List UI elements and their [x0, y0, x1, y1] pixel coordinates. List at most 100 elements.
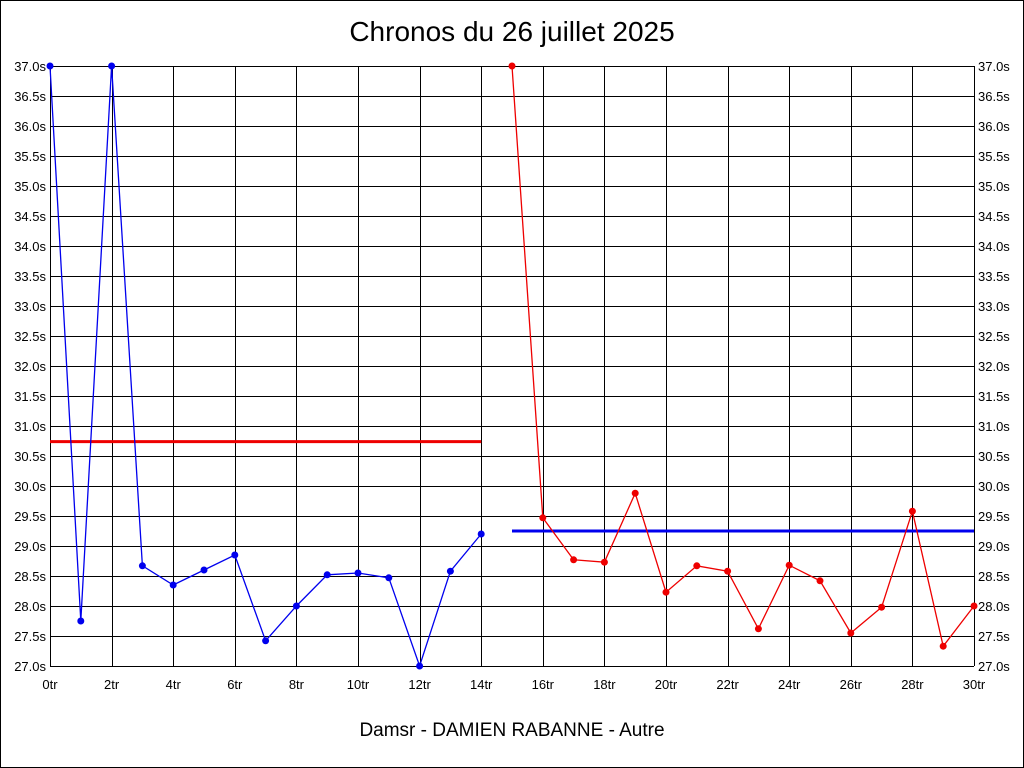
y-tick-label-left: 35.0s: [14, 179, 46, 194]
data-point: [939, 642, 947, 650]
y-tick-label-left: 34.5s: [14, 209, 46, 224]
y-tick-label-right: 32.0s: [978, 359, 1010, 374]
y-tick-label-right: 28.0s: [978, 599, 1010, 614]
x-tick-label: 2tr: [104, 677, 120, 692]
y-tick-label-right: 28.5s: [978, 569, 1010, 584]
y-tick-label-left: 31.5s: [14, 389, 46, 404]
y-tick-label-left: 32.5s: [14, 329, 46, 344]
data-point: [77, 617, 85, 625]
average-lines: [50, 440, 974, 533]
x-tick-label: 30tr: [963, 677, 986, 692]
y-tick-label-right: 34.5s: [978, 209, 1010, 224]
y-tick-label-left: 27.5s: [14, 629, 46, 644]
data-point: [416, 662, 424, 670]
data-point: [693, 562, 701, 570]
data-point: [46, 62, 54, 70]
x-tick-label: 22tr: [716, 677, 739, 692]
data-point: [878, 603, 886, 611]
data-point: [385, 574, 393, 582]
y-tick-label-right: 27.5s: [978, 629, 1010, 644]
y-tick-label-left: 34.0s: [14, 239, 46, 254]
y-axis-left: 27.0s 27.5s 28.0s 28.5s 29.0s 29.5s 30.0s 30.5s…: [14, 59, 46, 674]
grid-lines: [50, 66, 975, 667]
y-tick-label-left: 30.0s: [14, 479, 46, 494]
x-tick-label: 20tr: [655, 677, 678, 692]
data-point: [785, 561, 793, 569]
y-tick-label-right: 31.5s: [978, 389, 1010, 404]
data-point: [816, 577, 824, 585]
data-point: [323, 571, 331, 579]
y-tick-label-left: 36.5s: [14, 89, 46, 104]
y-tick-label-left: 28.5s: [14, 569, 46, 584]
y-tick-label-right: 36.0s: [978, 119, 1010, 134]
data-point: [539, 514, 547, 522]
y-tick-label-right: 34.0s: [978, 239, 1010, 254]
x-tick-label: 14tr: [470, 677, 493, 692]
data-point: [354, 569, 362, 577]
series-line: [511, 65, 975, 648]
y-tick-label-left: 29.0s: [14, 539, 46, 554]
data-point: [570, 556, 578, 564]
data-point: [138, 562, 146, 570]
y-tick-label-left: 30.5s: [14, 449, 46, 464]
data-point: [108, 62, 116, 70]
data-point: [200, 566, 208, 574]
data-point: [169, 581, 177, 589]
data-point: [508, 62, 516, 70]
y-tick-label-right: 35.5s: [978, 149, 1010, 164]
x-tick-label: 16tr: [532, 677, 555, 692]
data-point: [662, 588, 670, 596]
y-tick-label-right: 35.0s: [978, 179, 1010, 194]
y-tick-label-left: 36.0s: [14, 119, 46, 134]
y-tick-label-right: 31.0s: [978, 419, 1010, 434]
x-tick-label: 0tr: [42, 677, 58, 692]
x-tick-label: 8tr: [289, 677, 305, 692]
y-axis-right: 27.0s 27.5s 28.0s 28.5s 29.0s 29.5s 30.0s 30.5s…: [978, 59, 1010, 674]
series-group: [46, 62, 978, 670]
y-tick-label-right: 32.5s: [978, 329, 1010, 344]
y-tick-label-right: 37.0s: [978, 59, 1010, 74]
data-point: [262, 637, 270, 645]
y-tick-label-left: 32.0s: [14, 359, 46, 374]
data-point: [908, 507, 916, 515]
y-tick-label-right: 30.0s: [978, 479, 1010, 494]
data-point: [970, 602, 978, 610]
data-point: [754, 625, 762, 633]
y-tick-label-right: 29.5s: [978, 509, 1010, 524]
y-tick-label-left: 28.0s: [14, 599, 46, 614]
y-tick-label-right: 33.5s: [978, 269, 1010, 284]
x-tick-label: 10tr: [347, 677, 370, 692]
data-point: [477, 530, 485, 538]
data-point: [292, 602, 300, 610]
data-point: [724, 567, 732, 575]
y-tick-label-left: 27.0s: [14, 659, 46, 674]
y-tick-label-left: 35.5s: [14, 149, 46, 164]
y-tick-label-left: 31.0s: [14, 419, 46, 434]
x-tick-label: 18tr: [593, 677, 616, 692]
x-tick-label: 6tr: [227, 677, 243, 692]
y-tick-label-right: 27.0s: [978, 659, 1010, 674]
x-tick-label: 4tr: [166, 677, 182, 692]
y-tick-label-left: 33.0s: [14, 299, 46, 314]
y-tick-label-right: 36.5s: [978, 89, 1010, 104]
y-tick-label-right: 30.5s: [978, 449, 1010, 464]
y-tick-label-left: 29.5s: [14, 509, 46, 524]
x-tick-label: 24tr: [778, 677, 801, 692]
data-point: [847, 629, 855, 637]
data-point: [446, 567, 454, 575]
x-tick-label: 26tr: [840, 677, 863, 692]
y-tick-label-right: 29.0s: [978, 539, 1010, 554]
y-tick-label-left: 33.5s: [14, 269, 46, 284]
x-tick-label: 28tr: [901, 677, 924, 692]
data-point: [600, 558, 608, 566]
y-tick-label-right: 33.0s: [978, 299, 1010, 314]
y-tick-label-left: 37.0s: [14, 59, 46, 74]
chart-footer: Damsr - DAMIEN RABANNE - Autre: [359, 720, 665, 741]
x-tick-label: 12tr: [408, 677, 431, 692]
data-point: [231, 551, 239, 559]
data-point: [631, 489, 639, 497]
chart-title: Chronos du 26 juillet 2025: [349, 16, 675, 47]
x-axis: 0tr 2tr 4tr 6tr 8tr 10tr 12tr 14tr 16tr 18tr 20tr 2…: [42, 677, 985, 692]
